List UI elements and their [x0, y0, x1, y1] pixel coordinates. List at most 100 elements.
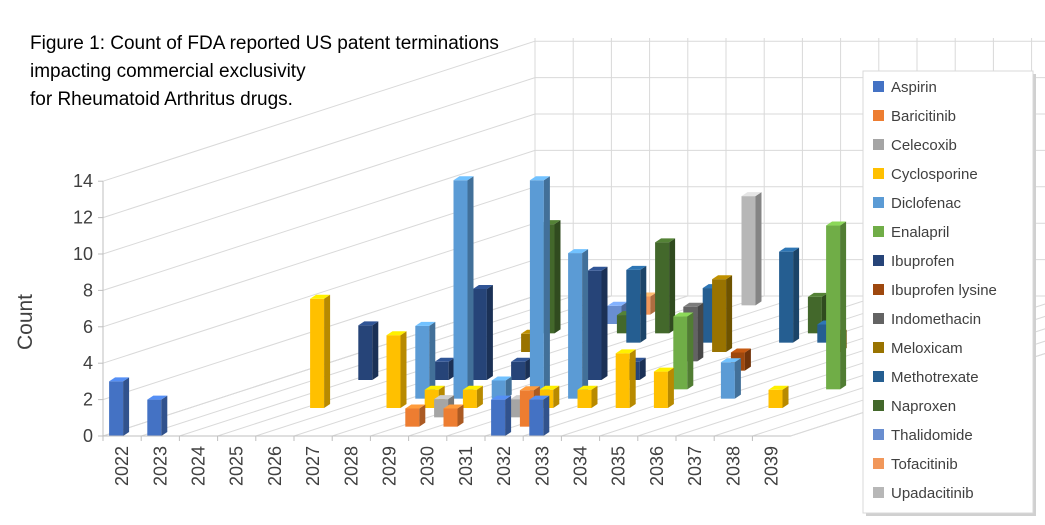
y-axis-label: Count	[14, 294, 37, 350]
legend-label: Tofacitinib	[891, 456, 958, 473]
legend-swatch	[873, 197, 884, 208]
bar-upadacitinib-2028	[741, 192, 762, 306]
bar-diclofenac-2029	[491, 376, 512, 399]
chart-title-line-2: impacting commercial exclusivity	[30, 61, 306, 82]
x-tick-label: 2025	[227, 446, 247, 486]
bar-cyclosporine-2025	[310, 294, 331, 408]
legend-item-aspirin: Aspirin	[873, 79, 937, 96]
legend-item-indomethacin: Indomethacin	[873, 311, 981, 328]
legend-label: Ibuprofen lysine	[891, 282, 997, 299]
legend-item-diclofenac: Diclofenac	[873, 195, 962, 212]
legend-swatch	[873, 342, 884, 353]
x-axis: 2022 2023 2024 2025 2026 2027 2028 2029 2030 2031…	[102, 435, 791, 486]
legend-item-baricitinib: Baricitinib	[873, 108, 956, 125]
legend-label: Naproxen	[891, 398, 956, 415]
legend-label: Celecoxib	[891, 137, 957, 154]
legend-item-ibuprofen: Ibuprofen	[873, 253, 954, 270]
legend-label: Diclofenac	[891, 195, 962, 212]
legend-item-enalapril: Enalapril	[873, 224, 949, 241]
legend-label: Baricitinib	[891, 108, 956, 125]
x-tick-label: 2039	[762, 446, 782, 486]
y-tick-label: 4	[83, 353, 93, 373]
x-tick-label: 2029	[380, 446, 400, 486]
x-tick-label: 2038	[723, 446, 743, 486]
x-tick-label: 2032	[494, 446, 514, 486]
bar-aspirin-2033	[529, 395, 550, 436]
legend-label: Cyclosporine	[891, 166, 978, 183]
bar-baricitinib-2030	[443, 404, 464, 427]
y-tick-label: 10	[73, 244, 93, 264]
legend-label: Enalapril	[891, 224, 949, 241]
legend-item-thalidomide: Thalidomide	[873, 427, 973, 444]
bar-ibuprofen-2030	[587, 266, 608, 380]
bar-cyclosporine-2034	[653, 367, 674, 408]
legend-label: Ibuprofen	[891, 253, 954, 270]
chart-title: Figure 1: Count of FDA reported US paten…	[30, 33, 499, 110]
bar-aspirin-2023	[147, 395, 168, 436]
chart-title-line-3: for Rheumatoid Arthritus drugs.	[30, 89, 293, 110]
legend-swatch	[873, 81, 884, 92]
bar-ibuprofen-2024	[358, 321, 379, 380]
legend-swatch	[873, 139, 884, 150]
bar-methotrexate-2032	[779, 247, 800, 343]
legend-label: Indomethacin	[891, 311, 981, 328]
x-tick-label: 2024	[189, 446, 209, 486]
bar-ibuprofen-2027	[472, 285, 493, 380]
legend-swatch	[873, 429, 884, 440]
x-tick-label: 2030	[418, 446, 438, 486]
legend-swatch	[873, 226, 884, 237]
legend-label: Aspirin	[891, 79, 937, 96]
x-tick-label: 2033	[532, 446, 552, 486]
x-tick-label: 2022	[112, 446, 132, 486]
legend-label: Methotrexate	[891, 369, 979, 386]
bar-cyclosporine-2032	[577, 385, 598, 408]
y-tick-label: 6	[83, 317, 93, 337]
y-tick-label: 12	[73, 208, 93, 228]
y-tick-label: 0	[83, 426, 93, 446]
bar-baricitinib-2029	[405, 404, 426, 427]
x-tick-label: 2028	[341, 446, 361, 486]
y-tick-label: 8	[83, 280, 93, 300]
legend-item-cyclosporine: Cyclosporine	[873, 166, 978, 183]
chart-title-line-1: Figure 1: Count of FDA reported US paten…	[30, 33, 499, 54]
x-tick-label: 2037	[685, 446, 705, 486]
legend-item-upadacitinib: Upadacitinib	[873, 485, 974, 502]
legend-swatch	[873, 487, 884, 498]
bar-diclofenac-2027	[415, 321, 436, 399]
bar-enalapril-2033	[673, 312, 694, 390]
legend-item-tofacitinib: Tofacitinib	[873, 456, 958, 473]
legend-item-ibuprofen-lysine: Ibuprofen lysine	[873, 282, 997, 299]
legend-swatch	[873, 313, 884, 324]
legend-label: Meloxicam	[891, 340, 963, 357]
bar-diclofenac-2028	[453, 176, 474, 399]
bar-naproxen-2028	[655, 238, 676, 334]
legend-swatch	[873, 458, 884, 469]
x-tick-label: 2034	[571, 446, 591, 486]
bar-ibuprofen-2026	[434, 357, 455, 380]
legend-swatch	[873, 255, 884, 266]
bar-aspirin-2032	[491, 395, 512, 436]
bar-cyclosporine-2037	[768, 385, 789, 408]
bar-cyclosporine-2027	[386, 331, 407, 408]
bar-cyclosporine-2033	[615, 349, 636, 408]
bar-ibuprofen-2028	[511, 357, 532, 380]
bar-aspirin-2022	[109, 377, 130, 436]
y-tick-label: 14	[73, 171, 93, 191]
legend-item-naproxen: Naproxen	[873, 398, 956, 415]
y-axis: 0 2 4 6 8 10 12 14	[73, 171, 104, 446]
legend-item-celecoxib: Celecoxib	[873, 137, 957, 154]
x-tick-label: 2035	[609, 446, 629, 486]
x-tick-label: 2031	[456, 446, 476, 486]
legend-swatch	[873, 110, 884, 121]
legend-swatch	[873, 284, 884, 295]
bar-cyclosporine-2029	[462, 385, 483, 408]
legend-item-meloxicam: Meloxicam	[873, 340, 963, 357]
bar-meloxicam-2031	[712, 275, 733, 352]
legend-swatch	[873, 400, 884, 411]
legend-label: Thalidomide	[891, 427, 973, 444]
bar-diclofenac-2031	[568, 249, 589, 399]
legend-swatch	[873, 168, 884, 179]
x-tick-label: 2036	[647, 446, 667, 486]
bar-enalapril-2037	[826, 221, 847, 390]
legend-item-methotrexate: Methotrexate	[873, 369, 979, 386]
